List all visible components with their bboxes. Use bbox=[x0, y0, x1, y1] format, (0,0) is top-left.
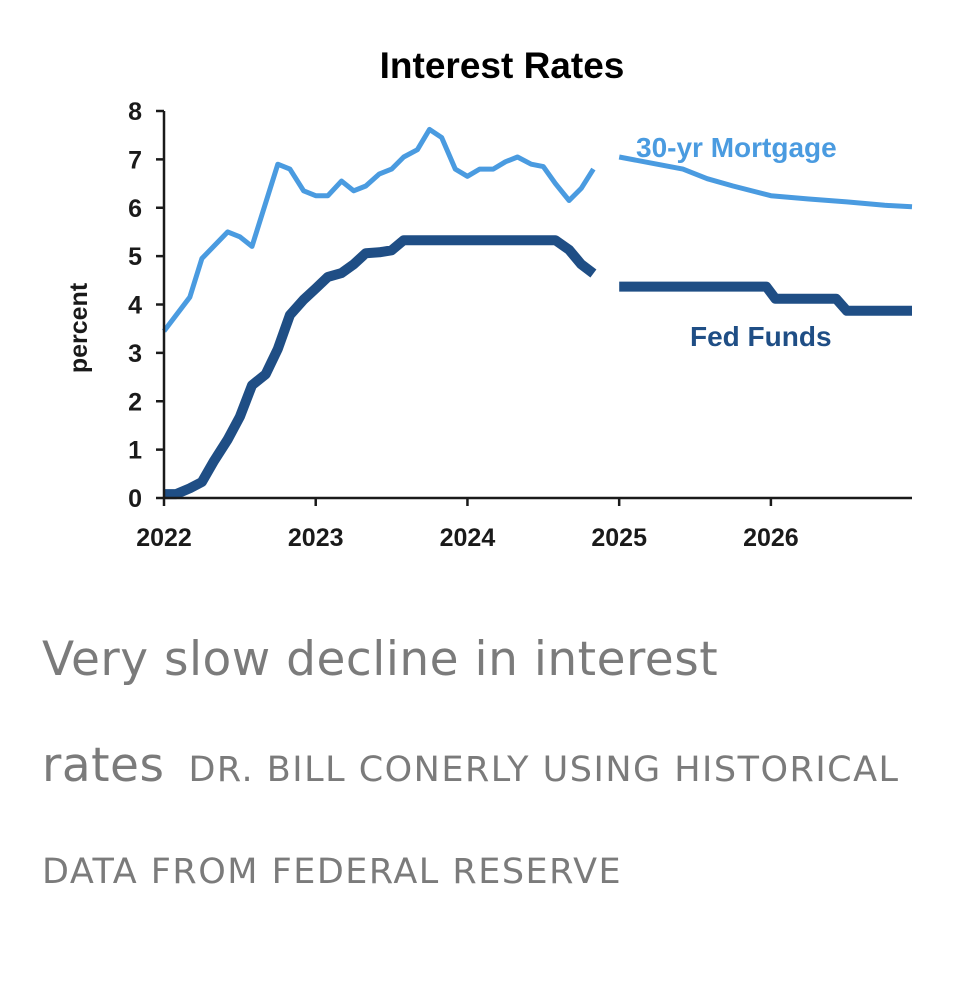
y-tick-label: 0 bbox=[128, 485, 142, 513]
y-tick-label: 2 bbox=[128, 388, 142, 416]
y-tick-label: 1 bbox=[128, 437, 142, 465]
x-tick-label: 2025 bbox=[591, 524, 647, 552]
y-tick-label: 8 bbox=[128, 98, 142, 126]
mortgage-line-forecast bbox=[618, 154, 913, 210]
y-tick-label: 4 bbox=[128, 292, 142, 320]
x-tick-label: 2026 bbox=[743, 524, 799, 552]
series-layer bbox=[162, 126, 913, 500]
fed-funds-line-forecast bbox=[619, 281, 912, 316]
y-tick-label: 7 bbox=[128, 146, 142, 174]
series-label-mortgage: 30-yr Mortgage bbox=[636, 132, 837, 163]
x-tick-label: 2024 bbox=[440, 524, 496, 552]
caption: Very slow decline in interest rates DR. B… bbox=[42, 612, 932, 926]
y-tick-label: 3 bbox=[128, 340, 142, 368]
y-tick-label: 5 bbox=[128, 243, 142, 271]
series-label-fed-funds: Fed Funds bbox=[690, 321, 832, 352]
caption-credit: DR. BILL CONERLY USING HISTORICAL DATA F… bbox=[42, 750, 900, 892]
x-axis-ticks: 2022 2023 2024 2025 2026 bbox=[136, 498, 799, 552]
x-tick-label: 2023 bbox=[288, 524, 344, 552]
fed-funds-line-historical bbox=[164, 235, 597, 500]
y-tick-label: 6 bbox=[128, 195, 142, 223]
y-axis-ticks: 0 1 2 3 4 5 6 7 8 bbox=[128, 98, 164, 513]
mortgage-line-historical bbox=[162, 126, 596, 333]
x-tick-label: 2022 bbox=[136, 524, 192, 552]
chart-title: Interest Rates bbox=[380, 45, 625, 86]
y-axis-label: percent bbox=[65, 282, 93, 373]
caption-text: Very slow decline in interest rates bbox=[42, 632, 719, 793]
